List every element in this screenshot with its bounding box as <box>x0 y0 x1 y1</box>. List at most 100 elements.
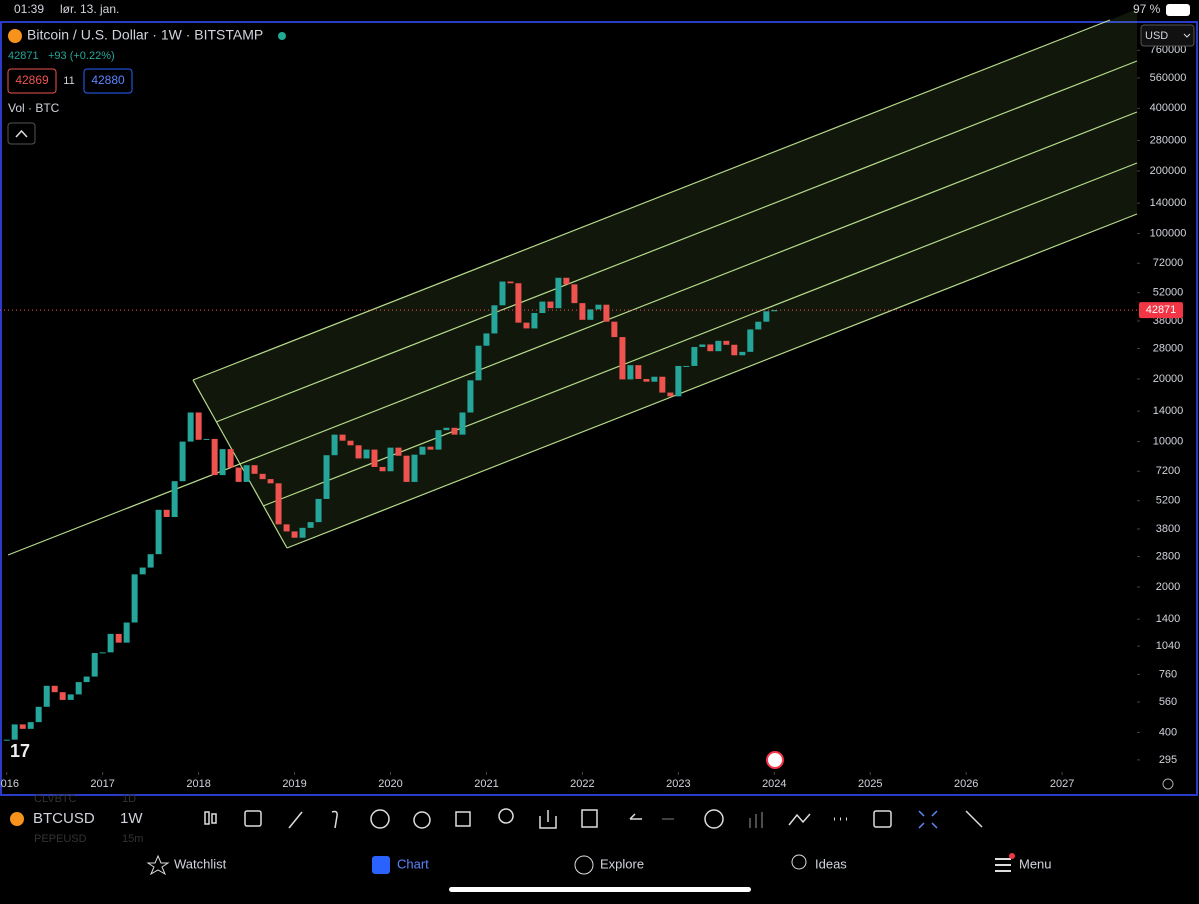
explore-icon <box>574 855 594 875</box>
undo-icon[interactable] <box>629 813 642 820</box>
compare-icon[interactable] <box>788 813 811 826</box>
info-icon[interactable] <box>704 809 724 829</box>
candle <box>299 527 306 538</box>
candle <box>91 653 98 677</box>
nav-ideas[interactable]: Ideas <box>815 856 847 871</box>
status-date: lør. 13. jan. <box>60 2 119 16</box>
candle <box>11 724 18 740</box>
candle <box>131 574 138 623</box>
channel-median <box>7 111 1138 556</box>
candle <box>363 449 370 459</box>
candle <box>379 466 386 472</box>
ghost-symbol: CLVBTC <box>34 793 77 805</box>
candle-icon[interactable] <box>204 811 210 825</box>
y-tick-label: 400 <box>1159 726 1177 738</box>
candle <box>539 301 546 314</box>
ghost-symbol: PEPEUSD <box>34 833 87 845</box>
y-tick-label: 1400 <box>1156 613 1180 625</box>
collapse-button[interactable] <box>7 122 36 145</box>
candle <box>443 427 450 431</box>
candle <box>259 473 266 480</box>
nav-explore[interactable]: Explore <box>600 856 644 871</box>
alert-icon[interactable] <box>413 811 431 829</box>
candle-icon[interactable] <box>211 813 217 824</box>
y-tick-label: 200000 <box>1150 165 1187 177</box>
window-icon[interactable] <box>873 810 892 828</box>
candle <box>571 284 578 304</box>
share-icon[interactable] <box>539 810 557 829</box>
y-tick-label: 7200 <box>1156 465 1180 477</box>
x-tick-label: 2026 <box>954 778 978 790</box>
candle <box>723 340 730 345</box>
nav-watchlist[interactable]: Watchlist <box>174 856 227 871</box>
menu-badge <box>1009 853 1015 859</box>
toolbar-interval[interactable]: 1W <box>120 810 143 827</box>
ask-box[interactable] <box>83 68 133 94</box>
y-tick-label: 400000 <box>1150 102 1187 114</box>
candle <box>27 722 34 729</box>
candle <box>267 479 274 484</box>
y-tick-label: 2800 <box>1156 550 1180 562</box>
candle <box>411 454 418 482</box>
candle <box>35 706 42 723</box>
candle <box>771 310 778 312</box>
candle <box>467 380 474 413</box>
plot: 760000 560000 400000 280000 200000 140000 1000… <box>0 44 1186 790</box>
candle <box>331 434 338 456</box>
candle <box>731 344 738 356</box>
bid-box[interactable] <box>7 68 57 94</box>
bars-icon[interactable] <box>749 812 763 828</box>
candle <box>3 739 10 741</box>
candle <box>651 376 658 382</box>
add-icon[interactable] <box>370 809 390 829</box>
nav-chart[interactable]: Chart <box>397 856 429 871</box>
channel-line <box>192 19 1111 381</box>
ask: 42880 <box>91 73 125 87</box>
sync-icon[interactable] <box>918 810 938 829</box>
chart-icon <box>372 856 390 874</box>
candle <box>691 346 698 366</box>
nav-menu[interactable]: Menu <box>1019 856 1052 871</box>
y-tick-label: 2000 <box>1156 581 1180 593</box>
layout-icon[interactable] <box>455 811 471 827</box>
draw-icon[interactable] <box>288 811 303 829</box>
candle <box>43 685 50 707</box>
candle <box>483 333 490 346</box>
toolbar-icons <box>204 808 983 829</box>
candle <box>355 445 362 459</box>
settings-icon[interactable] <box>1162 778 1174 790</box>
status-time: 01:39 <box>14 2 44 16</box>
candle <box>155 509 162 555</box>
candle <box>211 438 218 476</box>
candle <box>643 378 650 382</box>
fullscreen-icon[interactable] <box>965 810 983 828</box>
currency-select[interactable] <box>1140 24 1195 47</box>
candle <box>563 277 570 285</box>
fx-icon[interactable] <box>331 810 338 829</box>
candle <box>403 455 410 482</box>
replay-icon[interactable] <box>244 810 262 827</box>
candle <box>139 567 146 575</box>
candle <box>227 449 234 468</box>
candle <box>179 441 186 482</box>
y-tick-label: 3800 <box>1156 523 1180 535</box>
btc-icon <box>10 812 24 826</box>
currency: USD <box>1145 30 1168 42</box>
toolbar-symbol[interactable]: BTCUSD <box>33 810 95 827</box>
candle <box>107 633 114 653</box>
candle <box>531 313 538 329</box>
price-change: +93 (+0.22%) <box>48 50 115 62</box>
y-tick-label: 295 <box>1159 754 1177 766</box>
candle <box>99 652 106 654</box>
ghost-interval: 1D <box>122 793 136 805</box>
candle <box>51 685 58 693</box>
channel-base <box>192 379 288 549</box>
candle <box>243 465 250 482</box>
channel-line <box>215 60 1138 423</box>
idea-icon[interactable] <box>498 808 514 824</box>
note-icon[interactable] <box>581 809 598 828</box>
candle <box>707 344 714 352</box>
candle <box>547 301 554 309</box>
y-tick-label: 5200 <box>1156 495 1180 507</box>
